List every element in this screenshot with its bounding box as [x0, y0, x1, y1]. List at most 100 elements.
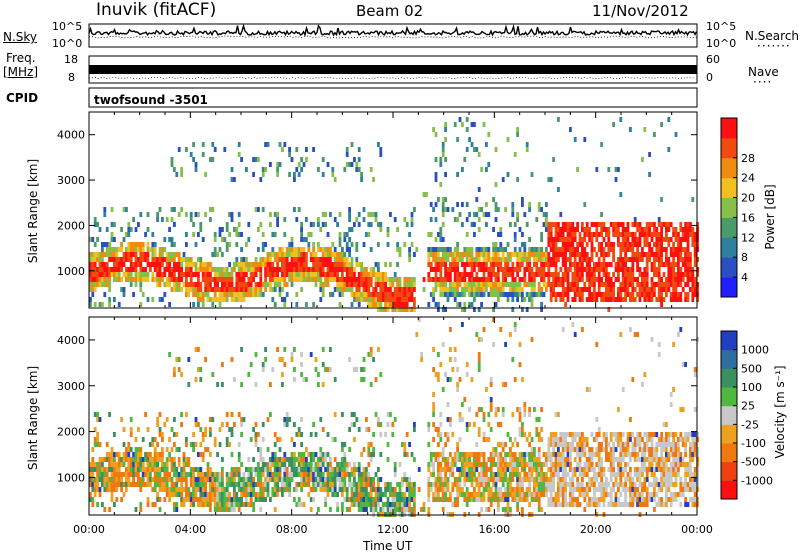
velocity-cell — [509, 487, 512, 492]
power-cell — [614, 277, 618, 282]
velocity-cell — [300, 372, 303, 377]
velocity-cell — [110, 452, 114, 457]
power-cell — [105, 282, 109, 287]
velocity-cell — [465, 497, 469, 502]
power-cell — [513, 152, 517, 157]
power-cell — [453, 267, 457, 272]
power-cell — [511, 277, 515, 282]
velocity-cell — [161, 487, 164, 492]
velocity-cell — [554, 412, 558, 417]
power-cell — [465, 282, 469, 287]
velocity-cell — [101, 472, 104, 477]
velocity-cell — [583, 437, 587, 442]
power-cell — [573, 137, 577, 142]
velocity-cell — [528, 412, 531, 417]
velocity-cell — [552, 482, 555, 487]
velocity-cell — [489, 407, 493, 412]
velocity-cell — [516, 472, 519, 477]
velocity-cell — [233, 482, 236, 487]
power-cell — [427, 257, 431, 262]
power-cell — [674, 247, 678, 252]
power-cell — [216, 277, 219, 282]
velocity-cell — [492, 452, 495, 457]
power-cell — [444, 247, 447, 252]
power-cell — [662, 297, 666, 302]
power-cell — [259, 292, 263, 297]
power-cell — [566, 267, 570, 272]
power-cell — [480, 247, 483, 252]
power-cell — [379, 222, 383, 227]
power-cell — [487, 277, 491, 282]
velocity-cell — [177, 357, 181, 362]
power-cell — [408, 257, 411, 262]
power-cell — [612, 282, 615, 287]
power-cell — [679, 282, 683, 287]
power-cell — [667, 117, 671, 122]
power-cell — [533, 287, 536, 292]
velocity-cell — [458, 377, 462, 382]
velocity-cell — [602, 497, 606, 502]
power-cell — [161, 272, 164, 277]
power-cell — [297, 257, 301, 262]
power-cell — [485, 212, 488, 217]
velocity-cell — [578, 437, 582, 442]
velocity-cell — [117, 472, 121, 477]
power-cell — [523, 252, 527, 257]
power-cell — [617, 262, 620, 267]
power-cell — [650, 267, 654, 272]
power-cell — [290, 237, 294, 242]
power-cell — [156, 257, 159, 262]
power-cell — [674, 232, 678, 237]
power-cell — [655, 272, 659, 277]
power-cell — [609, 262, 613, 267]
power-cell — [134, 227, 138, 232]
velocity-cell — [257, 462, 260, 467]
power-cell — [506, 292, 510, 297]
power-cell — [617, 167, 620, 172]
velocity-cell — [410, 492, 414, 497]
power-cell — [494, 217, 498, 222]
power-cell — [590, 282, 594, 287]
velocity-cell — [413, 497, 416, 502]
velocity-cell — [209, 497, 212, 502]
velocity-cell — [595, 502, 599, 507]
power-cell — [393, 272, 397, 277]
velocity-cell — [175, 467, 179, 472]
velocity-cell — [451, 432, 455, 437]
velocity-cell — [362, 502, 366, 507]
power-cell — [177, 252, 181, 257]
power-cell — [278, 267, 282, 272]
power-cell — [185, 212, 188, 217]
velocity-cell — [506, 452, 510, 457]
power-cell — [559, 232, 563, 237]
velocity-cell — [468, 477, 471, 482]
velocity-cell — [441, 497, 445, 502]
velocity-cell — [345, 467, 349, 472]
power-cell — [271, 287, 275, 292]
velocity-cell — [324, 502, 327, 507]
power-cell — [300, 262, 303, 267]
velocity-cell — [266, 482, 270, 487]
velocity-cell — [595, 477, 599, 482]
velocity-cell — [348, 427, 351, 432]
power-cell — [576, 227, 579, 232]
velocity-cell — [537, 447, 541, 452]
velocity-cell — [314, 477, 318, 482]
power-cell — [549, 287, 553, 292]
velocity-cell — [379, 487, 383, 492]
velocity-cell — [561, 327, 565, 332]
velocity-cell — [573, 432, 577, 437]
power-cell — [432, 287, 435, 292]
power-cell — [403, 307, 407, 312]
power-cell — [175, 277, 179, 282]
power-cell — [254, 287, 258, 292]
power-cell — [398, 282, 402, 287]
velocity-cell — [197, 452, 200, 457]
power-cell — [357, 292, 361, 297]
power-cell — [525, 262, 529, 267]
velocity-cell — [360, 477, 363, 482]
power-cell — [521, 292, 524, 297]
power-cell — [588, 292, 591, 297]
power-cell — [209, 272, 212, 277]
velocity-cell — [120, 462, 123, 467]
